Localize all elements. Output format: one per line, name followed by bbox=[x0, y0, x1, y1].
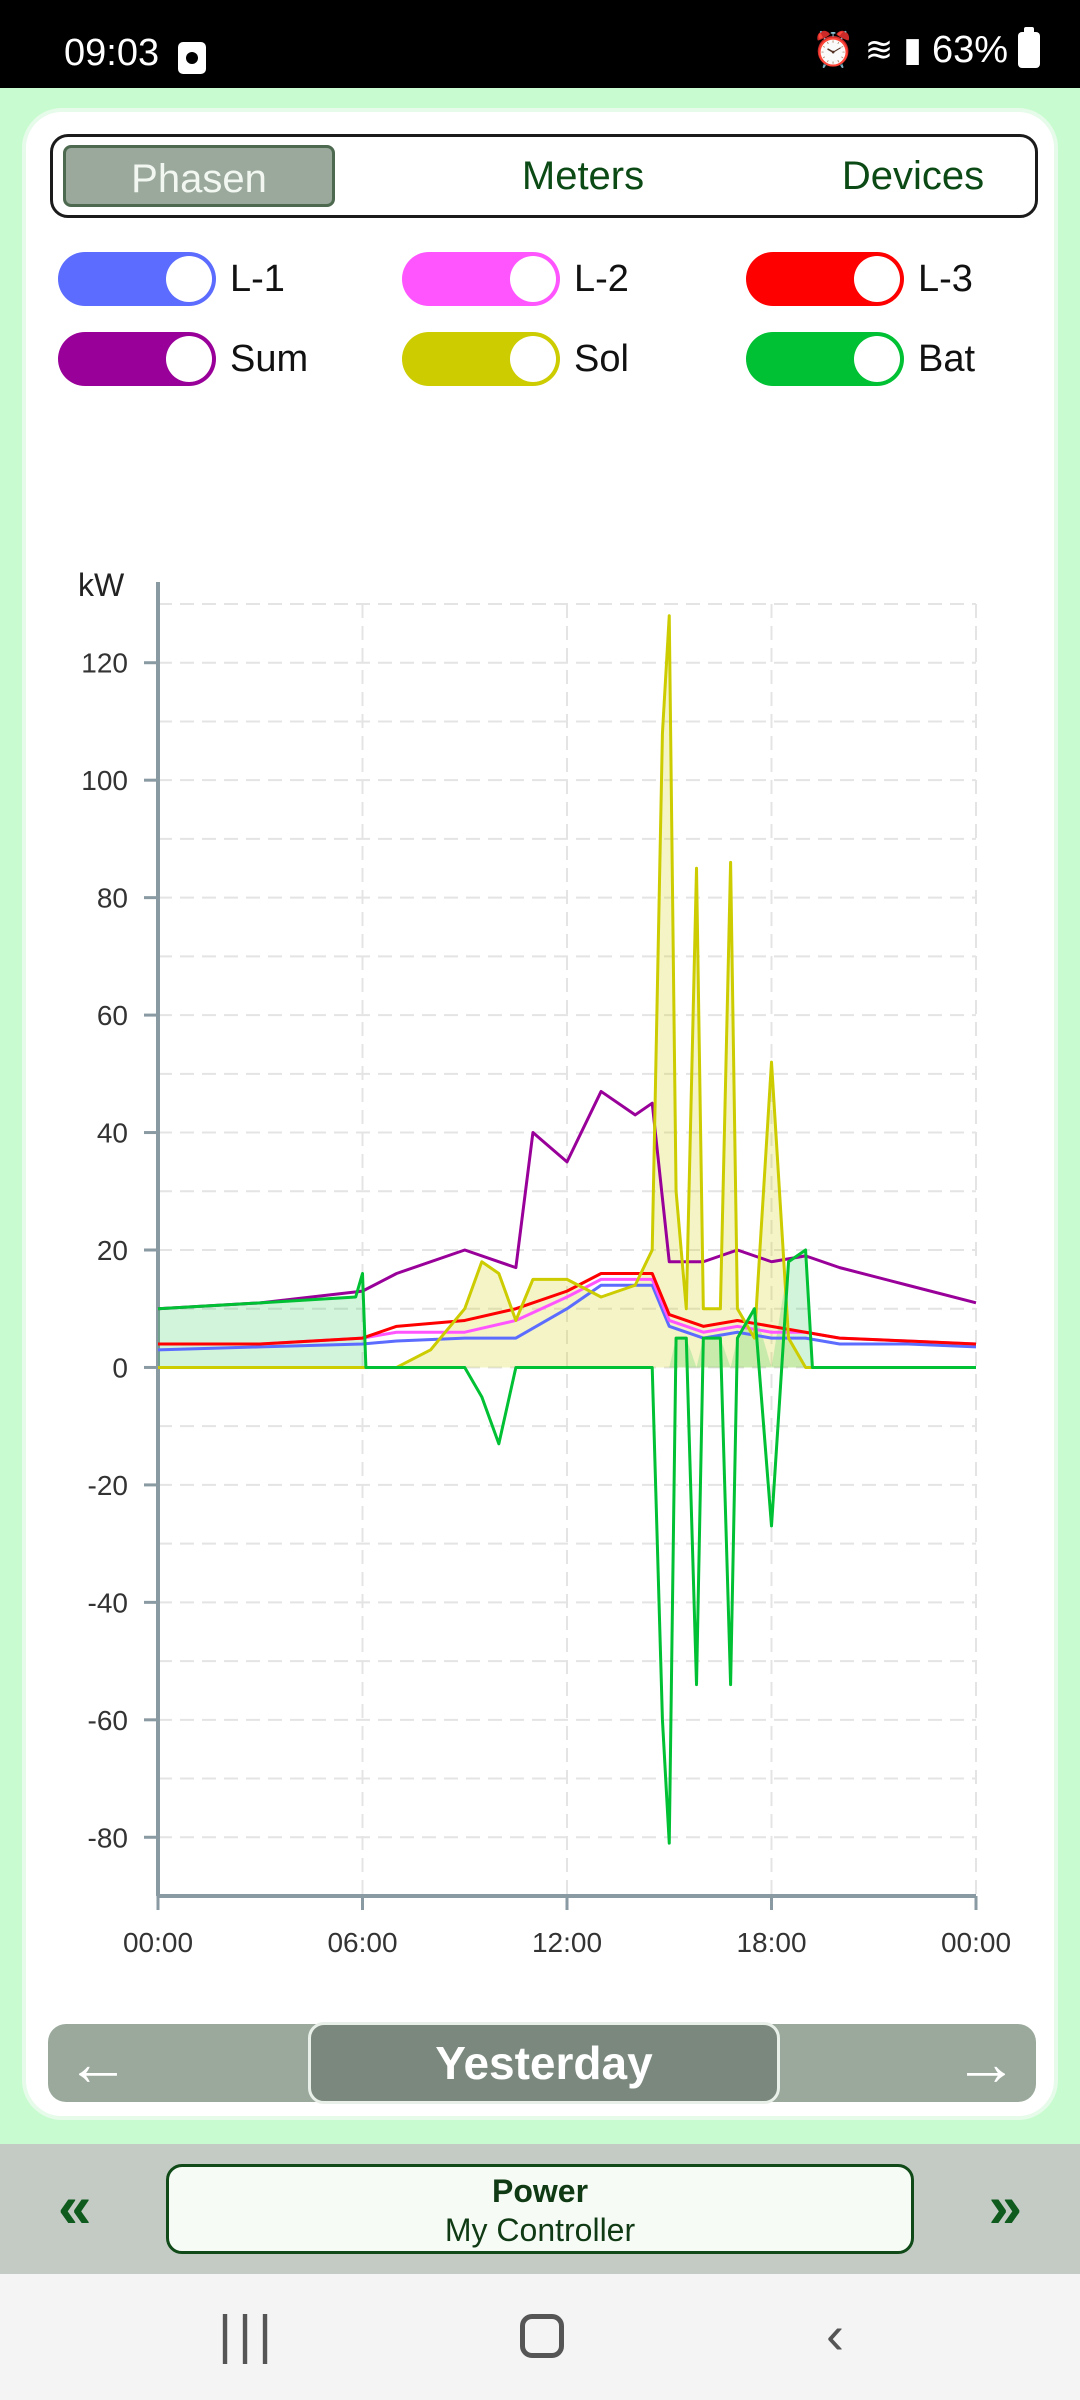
toggle-knob bbox=[854, 256, 900, 302]
signal-icon: ▮ bbox=[903, 31, 922, 69]
toggle-knob bbox=[510, 336, 556, 382]
toggle-knob bbox=[854, 336, 900, 382]
controller-selector[interactable]: Power My Controller bbox=[166, 2164, 914, 2254]
day-navigator: ← Yesterday → bbox=[48, 2022, 1036, 2104]
x-tick-label: 18:00 bbox=[736, 1927, 806, 1958]
alarm-icon: ⏰ bbox=[812, 31, 855, 69]
tab-phasen[interactable]: Phasen bbox=[63, 145, 335, 207]
power-chart[interactable]: kW 120 100 80 60 40 20 0 -20 -40 -60 -80 00:00 06:00… bbox=[26, 432, 1062, 1992]
y-tick-label: -60 bbox=[88, 1705, 128, 1736]
home-icon[interactable] bbox=[520, 2314, 564, 2358]
status-icons: ⏰ ≋ ▮ 63% bbox=[812, 27, 1040, 71]
prev-page-button[interactable]: « bbox=[58, 2173, 92, 2240]
toggle-sol-switch[interactable] bbox=[402, 332, 560, 386]
x-tick-label: 00:00 bbox=[123, 1927, 193, 1958]
y-tick-label: 40 bbox=[97, 1118, 128, 1149]
controller-name: My Controller bbox=[444, 2212, 636, 2248]
current-day-label[interactable]: Yesterday bbox=[308, 2022, 780, 2104]
y-tick-label: -40 bbox=[88, 1587, 128, 1618]
battery-percent: 63% bbox=[931, 28, 1008, 71]
y-tick-label: 100 bbox=[81, 765, 128, 796]
notification-icon bbox=[178, 42, 206, 74]
x-tick-label: 00:00 bbox=[941, 1927, 1011, 1958]
y-axis-unit: kW bbox=[78, 567, 125, 603]
toggle-l1[interactable]: L-1 bbox=[58, 252, 285, 306]
toggle-l3-switch[interactable] bbox=[746, 252, 904, 306]
x-tick-label: 12:00 bbox=[532, 1927, 602, 1958]
y-tick-label: 80 bbox=[97, 883, 128, 914]
toggle-knob bbox=[166, 336, 212, 382]
bottom-bar: « Power My Controller » bbox=[0, 2144, 1080, 2274]
toggle-l2-switch[interactable] bbox=[402, 252, 560, 306]
view-tabs: Phasen Meters Devices bbox=[50, 134, 1038, 218]
status-time: 09:03 bbox=[64, 32, 160, 74]
toggle-l2[interactable]: L-2 bbox=[402, 252, 629, 306]
y-tick-label: 0 bbox=[112, 1352, 128, 1383]
x-tick-label: 06:00 bbox=[327, 1927, 397, 1958]
area-sol bbox=[158, 615, 976, 1368]
toggle-knob bbox=[166, 256, 212, 302]
series-line-l-1 bbox=[157, 1283, 977, 1352]
next-day-button[interactable]: → bbox=[954, 2027, 1018, 2099]
prev-day-button[interactable]: ← bbox=[66, 2027, 130, 2099]
toggle-l2-label: L-2 bbox=[574, 257, 629, 300]
controller-title: Power bbox=[491, 2173, 589, 2209]
back-icon[interactable]: ‹ bbox=[826, 2305, 844, 2365]
y-tick-label: 120 bbox=[81, 648, 128, 679]
tab-meters[interactable]: Meters bbox=[521, 154, 645, 198]
toggle-sum-label: Sum bbox=[230, 337, 309, 380]
battery-icon bbox=[1018, 27, 1040, 68]
y-tick-label: -80 bbox=[88, 1822, 128, 1853]
series-line-l-3 bbox=[158, 1271, 977, 1346]
toggle-l1-switch[interactable] bbox=[58, 252, 216, 306]
toggle-sum-switch[interactable] bbox=[58, 332, 216, 386]
recents-icon[interactable]: ||| bbox=[218, 2305, 279, 2365]
series-line-sol bbox=[158, 614, 976, 1369]
toggle-bat[interactable]: Bat bbox=[746, 332, 975, 386]
toggle-l3[interactable]: L-3 bbox=[746, 252, 973, 306]
y-tick-label: 20 bbox=[97, 1235, 128, 1266]
status-bar: 09:03 ⏰ ≋ ▮ 63% bbox=[0, 0, 1080, 88]
toggle-sol[interactable]: Sol bbox=[402, 332, 629, 386]
tab-devices[interactable]: Devices bbox=[841, 154, 985, 198]
toggle-knob bbox=[510, 256, 556, 302]
y-tick-label: 60 bbox=[97, 1000, 128, 1031]
y-tick-label: -20 bbox=[88, 1470, 128, 1501]
toggle-l1-label: L-1 bbox=[230, 257, 285, 300]
toggle-bat-switch[interactable] bbox=[746, 332, 904, 386]
toggle-l3-label: L-3 bbox=[918, 257, 973, 300]
next-page-button[interactable]: » bbox=[988, 2173, 1022, 2240]
toggle-sum[interactable]: Sum bbox=[58, 332, 308, 386]
system-nav-bar: ||| ‹ bbox=[0, 2274, 1080, 2400]
series-line-bat bbox=[157, 1248, 976, 1845]
main-card: Phasen Meters Devices L-1 L-2 L-3 Sum So… bbox=[22, 108, 1058, 2120]
toggle-sol-label: Sol bbox=[574, 337, 629, 380]
wifi-icon: ≋ bbox=[864, 31, 894, 69]
toggle-bat-label: Bat bbox=[918, 337, 976, 380]
power-chart-svg: kW 120 100 80 60 40 20 0 -20 -40 -60 -80 00:00 06:00… bbox=[78, 567, 1011, 1958]
